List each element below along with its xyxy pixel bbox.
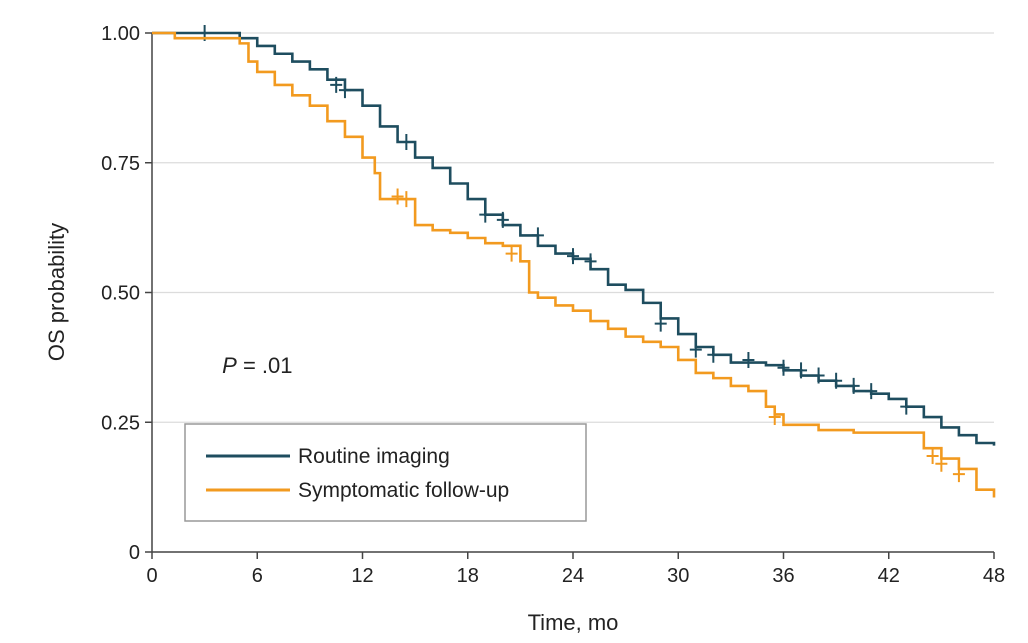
x-tick-label: 48 [983,565,1005,587]
x-tick-label: 30 [667,565,689,587]
censor-mark [768,409,781,426]
censor-mark [935,455,948,472]
censor-mark [777,359,790,376]
x-tick-label: 18 [457,565,479,587]
censor-mark [952,466,965,483]
series-line-symptomatic-follow-up [152,31,996,498]
legend-label-routine-imaging: Routine imaging [298,445,450,468]
y-tick-label: 0.25 [101,412,140,434]
censor-mark [330,76,343,93]
p-value-symbol: P [222,353,237,378]
censor-mark [654,315,667,332]
x-axis-title: Time, mo [528,610,619,635]
censor-mark [400,191,413,208]
censor-mark [505,245,518,262]
censor-mark [689,341,702,358]
y-tick-label: 0 [129,542,140,564]
censor-mark [795,362,808,379]
x-tick-label: 6 [252,565,263,587]
y-tick-label: 1.00 [101,23,140,45]
censor-mark [400,133,413,150]
censor-mark [567,248,579,265]
legend: Routine imaging Symptomatic follow-up [184,423,587,522]
censor-mark [900,398,913,415]
p-value-text: = .01 [237,353,293,378]
y-tick-label: 0.50 [101,283,140,305]
censor-mark [926,447,939,464]
gridlines [152,32,994,423]
axes: 0 0.25 0.50 0.75 1.00 0 6 12 18 24 30 36 42 48 [101,23,1005,587]
p-value-annotation: P = .01 [222,353,292,378]
x-tick-label: 24 [562,565,584,587]
series-line-routine-imaging [152,31,996,446]
censor-mark [707,346,720,363]
series-group [152,25,996,498]
censor-mark [531,227,544,244]
censor-marks-symptomatic-follow-up [391,188,965,483]
x-tick-label: 0 [146,565,157,587]
censor-mark [742,351,755,368]
censor-mark [865,383,878,400]
legend-label-symptomatic-follow-up: Symptomatic follow-up [298,479,509,502]
censor-mark [391,188,404,205]
censor-mark [812,367,825,384]
x-tick-label: 36 [772,565,794,587]
censor-mark [830,372,843,389]
censor-mark [479,206,492,223]
censor-mark [496,211,509,228]
censor-mark [847,377,860,394]
x-tick-label: 12 [351,565,373,587]
x-tick-label: 42 [878,565,900,587]
y-axis-title: OS probability [44,223,69,361]
censor-mark [584,253,597,270]
legend-box [184,423,587,522]
y-tick-label: 0.75 [101,153,140,175]
censor-marks-routine-imaging [198,25,913,415]
censor-mark [338,82,351,99]
